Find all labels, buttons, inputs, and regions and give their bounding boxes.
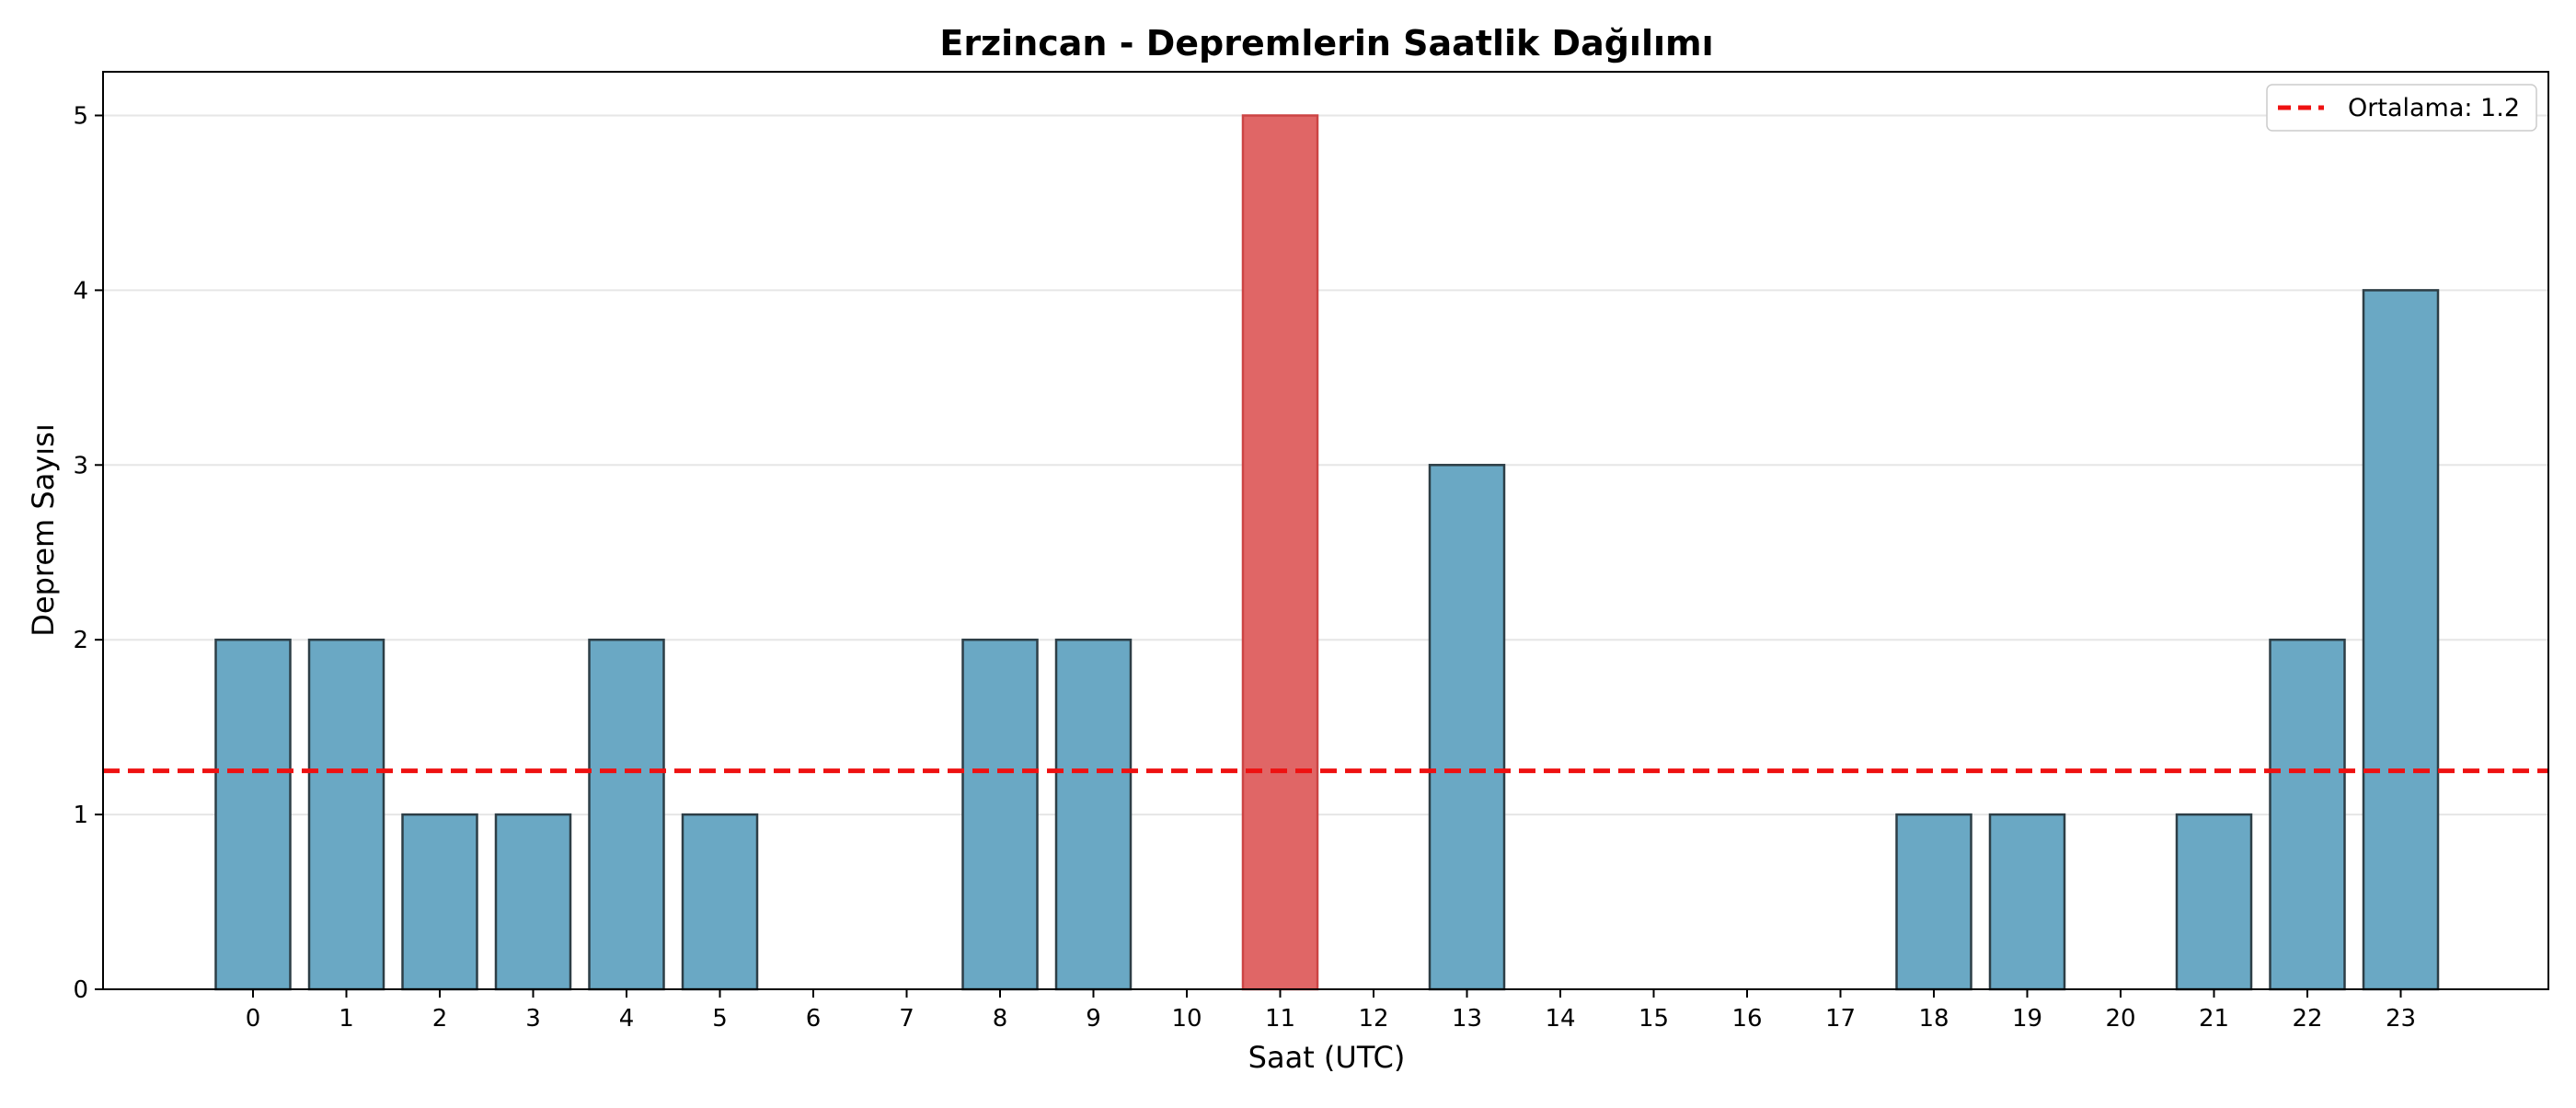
legend: Ortalama: 1.2 <box>2266 84 2537 132</box>
bar <box>1895 813 1972 991</box>
bar <box>494 813 572 991</box>
y-tick-label: 2 <box>73 627 88 654</box>
bar <box>588 638 665 991</box>
x-tick-label: 5 <box>712 1005 728 1033</box>
x-axis-label: Saat (UTC) <box>1248 1040 1406 1075</box>
x-tick-label: 13 <box>1452 1005 1482 1033</box>
y-axis-ticks: 0 1 2 3 4 5 <box>73 102 103 1004</box>
x-tick-label: 3 <box>525 1005 541 1033</box>
bar <box>1428 464 1506 991</box>
y-tick-label: 1 <box>73 802 88 829</box>
bar <box>401 813 478 991</box>
x-tick-label: 20 <box>2105 1005 2135 1033</box>
chart-title: Erzincan - Depremlerin Saatlik Dağılımı <box>939 23 1713 63</box>
x-tick-label: 0 <box>246 1005 261 1033</box>
bars <box>214 114 2440 991</box>
x-tick-label: 22 <box>2292 1005 2322 1033</box>
bar <box>1988 813 2066 991</box>
x-tick-label: 4 <box>619 1005 635 1033</box>
x-tick-label: 15 <box>1639 1005 1669 1033</box>
y-tick-label: 0 <box>73 976 88 1004</box>
x-tick-label: 9 <box>1086 1005 1101 1033</box>
bar <box>2269 638 2346 991</box>
x-tick-label: 17 <box>1825 1005 1856 1033</box>
x-tick-label: 16 <box>1731 1005 1762 1033</box>
bar <box>307 638 385 991</box>
x-tick-label: 2 <box>432 1005 448 1033</box>
x-axis-ticks: 0 1 2 3 4 5 6 7 8 9 10 11 12 13 14 15 16 17 18 19 20 21 22 23 <box>246 989 2416 1033</box>
x-tick-label: 19 <box>2012 1005 2042 1033</box>
y-tick-label: 3 <box>73 452 88 479</box>
grid-lines <box>103 114 2548 816</box>
x-tick-label: 10 <box>1171 1005 1202 1033</box>
legend-box <box>2266 84 2537 132</box>
bar <box>1054 638 1133 991</box>
x-tick-label: 23 <box>2386 1005 2416 1033</box>
bar-highlight <box>1241 114 1319 991</box>
bar <box>681 813 759 991</box>
x-tick-label: 11 <box>1265 1005 1295 1033</box>
bar <box>961 638 1039 991</box>
plot-frame <box>102 71 2549 990</box>
legend-mean-label: Ortalama: 1.2 <box>2348 94 2520 122</box>
x-tick-label: 18 <box>1918 1005 1949 1033</box>
x-tick-label: 12 <box>1358 1005 1388 1033</box>
x-tick-label: 14 <box>1545 1005 1575 1033</box>
y-tick-label: 4 <box>73 277 88 305</box>
x-tick-label: 7 <box>899 1005 914 1033</box>
bar <box>2175 813 2253 991</box>
y-axis-label: Deprem Sayısı <box>26 423 61 636</box>
x-tick-label: 21 <box>2199 1005 2229 1033</box>
x-tick-label: 1 <box>339 1005 354 1033</box>
x-tick-label: 6 <box>806 1005 822 1033</box>
y-tick-label: 5 <box>73 102 88 130</box>
bar <box>2362 289 2440 991</box>
bar <box>214 638 292 991</box>
x-tick-label: 8 <box>993 1005 1008 1033</box>
